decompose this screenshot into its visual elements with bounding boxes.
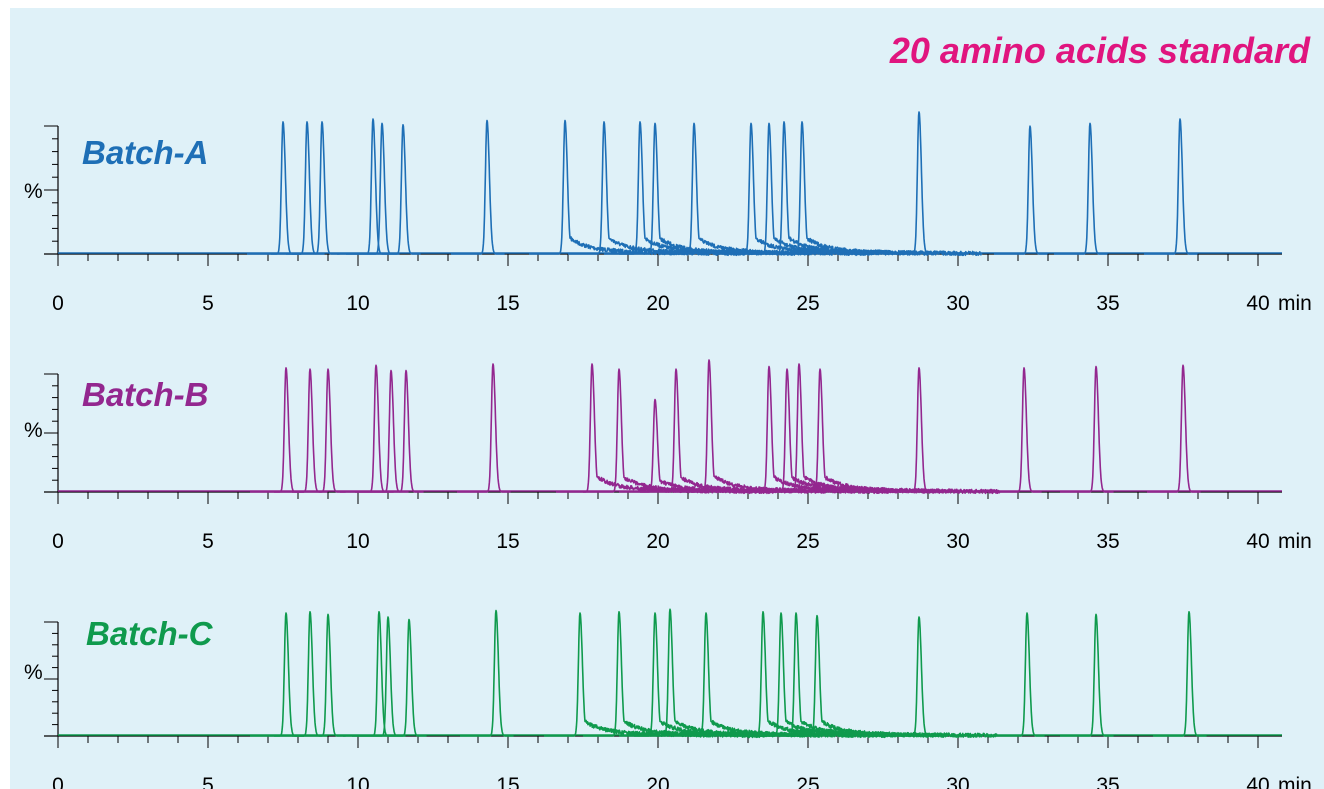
x-tick-label: 0 bbox=[52, 530, 64, 553]
peak-trace bbox=[1152, 611, 1208, 737]
peak-trace bbox=[714, 122, 842, 256]
peak-trace bbox=[567, 121, 695, 255]
peak-trace bbox=[987, 367, 1043, 493]
peak-trace bbox=[882, 367, 938, 493]
peak-trace bbox=[291, 368, 347, 493]
x-tick-label: 0 bbox=[52, 774, 64, 789]
peak-trace bbox=[285, 121, 341, 255]
x-tick-label: 0 bbox=[52, 292, 64, 315]
series-label: Batch-A bbox=[82, 134, 209, 171]
peak-trace bbox=[882, 111, 938, 255]
x-tick-label: 30 bbox=[946, 530, 969, 553]
peak-trace bbox=[291, 613, 347, 737]
x-tick-label: 10 bbox=[346, 530, 369, 553]
x-tick-label: 25 bbox=[796, 774, 819, 789]
peak-trace bbox=[366, 124, 422, 255]
peak-trace bbox=[582, 611, 710, 738]
peak-trace bbox=[369, 369, 425, 493]
x-tick-label: 20 bbox=[646, 774, 669, 789]
peak-trace bbox=[1059, 613, 1115, 737]
x-tick-label: 10 bbox=[346, 774, 369, 789]
panel-background bbox=[10, 8, 1324, 789]
x-tick-label: 40 bbox=[1246, 774, 1269, 789]
peak-trace bbox=[582, 368, 710, 494]
x-axis-unit: min bbox=[1278, 774, 1312, 789]
peak-trace bbox=[765, 121, 983, 257]
peak-trace bbox=[456, 363, 512, 493]
peak-trace bbox=[339, 364, 395, 493]
peak-trace bbox=[555, 363, 773, 495]
x-tick-label: 35 bbox=[1096, 292, 1119, 315]
x-tick-label: 5 bbox=[202, 292, 214, 315]
peak-trace bbox=[993, 125, 1049, 255]
x-tick-label: 40 bbox=[1246, 530, 1269, 553]
x-tick-label: 20 bbox=[646, 292, 669, 315]
peak-trace bbox=[726, 611, 854, 738]
peak-trace bbox=[249, 367, 305, 493]
peak-trace bbox=[990, 612, 1046, 737]
x-tick-label: 15 bbox=[496, 774, 519, 789]
peak-trace bbox=[270, 121, 326, 255]
peak-trace bbox=[1146, 364, 1202, 493]
x-tick-label: 35 bbox=[1096, 530, 1119, 553]
peak-trace bbox=[351, 616, 407, 737]
peak-trace bbox=[273, 368, 329, 493]
x-tick-label: 20 bbox=[646, 530, 669, 553]
x-tick-label: 5 bbox=[202, 530, 214, 553]
peak-trace bbox=[1053, 122, 1109, 255]
peak-trace bbox=[618, 398, 776, 494]
x-tick-label: 15 bbox=[496, 530, 519, 553]
peak-trace bbox=[780, 614, 998, 738]
peak-trace bbox=[273, 611, 329, 737]
peak-trace bbox=[783, 368, 1001, 495]
peak-trace bbox=[882, 616, 938, 737]
peak-trace bbox=[354, 369, 410, 493]
x-tick-label: 40 bbox=[1246, 292, 1269, 315]
peak-trace bbox=[372, 618, 428, 737]
peak-trace bbox=[603, 121, 761, 256]
x-tick-label: 15 bbox=[496, 292, 519, 315]
peak-trace bbox=[747, 121, 935, 256]
x-tick-label: 10 bbox=[346, 292, 369, 315]
y-axis-label: % bbox=[24, 661, 43, 684]
x-tick-label: 30 bbox=[946, 774, 969, 789]
series-label: Batch-B bbox=[82, 376, 209, 413]
x-axis-unit: min bbox=[1278, 530, 1312, 553]
peak-trace bbox=[450, 119, 506, 255]
peak-trace bbox=[1143, 118, 1199, 255]
peak-trace bbox=[618, 122, 806, 256]
x-tick-label: 30 bbox=[946, 292, 969, 315]
peak-trace bbox=[1059, 365, 1115, 493]
chart-panel-batch-b: % 0 5 10 15 20 25 30 35 40 min Batch-B bbox=[24, 359, 1312, 553]
series-label: Batch-C bbox=[86, 615, 214, 652]
peak-trace bbox=[633, 608, 821, 738]
y-axis-label: % bbox=[24, 419, 43, 442]
chart-panel-batch-a: % 0 5 10 15 20 25 30 35 40 min Batch-A bbox=[24, 111, 1312, 315]
x-tick-label: 5 bbox=[202, 774, 214, 789]
x-tick-label: 35 bbox=[1096, 774, 1119, 789]
chart-panel-batch-c: % 0 5 10 15 20 25 30 35 40 min Batch-C bbox=[24, 608, 1312, 789]
peak-trace bbox=[672, 359, 890, 495]
x-axis-unit: min bbox=[1278, 292, 1312, 315]
x-tick-label: 25 bbox=[796, 530, 819, 553]
peak-trace bbox=[618, 612, 776, 738]
peak-trace bbox=[246, 121, 302, 255]
peak-trace bbox=[249, 612, 305, 737]
x-tick-label: 25 bbox=[796, 292, 819, 315]
figure-title: 20 amino acids standard bbox=[889, 30, 1310, 71]
peak-trace bbox=[459, 609, 515, 737]
y-axis-label: % bbox=[24, 180, 43, 203]
